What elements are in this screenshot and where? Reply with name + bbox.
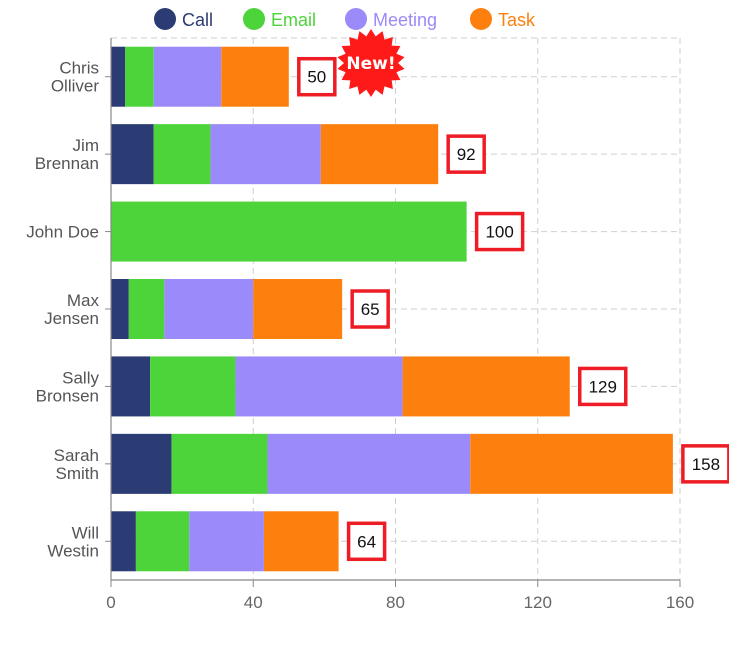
- bar-email: [111, 201, 467, 262]
- legend-label-task: Task: [498, 10, 536, 30]
- legend-marker-call: [154, 8, 176, 30]
- bar-email: [153, 124, 211, 185]
- category-label: Sarah: [54, 446, 99, 465]
- total-label: 100: [485, 223, 513, 242]
- category-label: Will: [72, 523, 99, 542]
- total-label-box: [350, 289, 390, 329]
- bar-meeting: [189, 511, 264, 572]
- bar-meeting: [153, 46, 222, 107]
- category-label: Westin: [47, 541, 99, 560]
- total-label-box: [346, 521, 387, 562]
- category-label: Jim: [73, 136, 99, 155]
- total-label: 158: [692, 455, 720, 474]
- legend-label-email: Email: [271, 10, 316, 30]
- x-tick-label: 160: [666, 593, 694, 612]
- x-tick-label: 120: [524, 593, 552, 612]
- bar-email: [150, 356, 236, 417]
- total-label: 65: [361, 300, 380, 319]
- bar-task: [263, 511, 339, 572]
- legend-marker-task: [470, 8, 492, 30]
- bar-task: [253, 279, 343, 339]
- legend-label-call: Call: [182, 10, 213, 30]
- x-tick-label: 0: [106, 593, 115, 612]
- total-label: 50: [307, 68, 326, 87]
- bar-task: [320, 124, 439, 185]
- bar-meeting: [235, 356, 403, 417]
- category-label: Max: [67, 291, 100, 310]
- category-label: Smith: [56, 464, 99, 483]
- legend-marker-meeting: [345, 8, 367, 30]
- bar-meeting: [164, 279, 254, 339]
- category-label: Sally: [62, 368, 99, 387]
- legend-marker-email: [243, 8, 265, 30]
- bar-call: [111, 433, 172, 494]
- total-label-box: [578, 366, 628, 407]
- bar-email: [135, 511, 190, 572]
- bar-call: [111, 124, 154, 185]
- new-badge-label: New!: [346, 54, 395, 74]
- category-label: John Doe: [26, 223, 99, 242]
- total-label: 92: [457, 145, 476, 164]
- bar-meeting: [210, 124, 321, 185]
- bar-call: [111, 511, 136, 572]
- x-tick-label: 80: [386, 593, 405, 612]
- bar-email: [128, 279, 165, 339]
- total-label: 129: [589, 377, 617, 396]
- total-label: 64: [357, 532, 376, 551]
- total-label-box: [446, 134, 486, 174]
- category-label: Jensen: [44, 309, 99, 328]
- total-label-box: [474, 211, 525, 252]
- bar-meeting: [267, 433, 471, 494]
- category-label: Bronsen: [36, 386, 99, 405]
- bar-task: [221, 46, 289, 107]
- legend-label-meeting: Meeting: [373, 10, 437, 30]
- bar-task: [470, 433, 673, 494]
- total-label-box: [297, 56, 337, 97]
- bar-call: [111, 279, 129, 339]
- bar-task: [402, 356, 570, 417]
- bar-email: [125, 46, 154, 107]
- category-label: Olliver: [51, 77, 100, 96]
- category-label: Chris: [59, 59, 99, 78]
- bar-email: [171, 433, 268, 494]
- category-label: Brennan: [35, 154, 99, 173]
- bar-call: [111, 356, 151, 417]
- new-badge-icon: [337, 29, 405, 97]
- x-tick-label: 40: [244, 593, 263, 612]
- bar-call: [111, 46, 126, 107]
